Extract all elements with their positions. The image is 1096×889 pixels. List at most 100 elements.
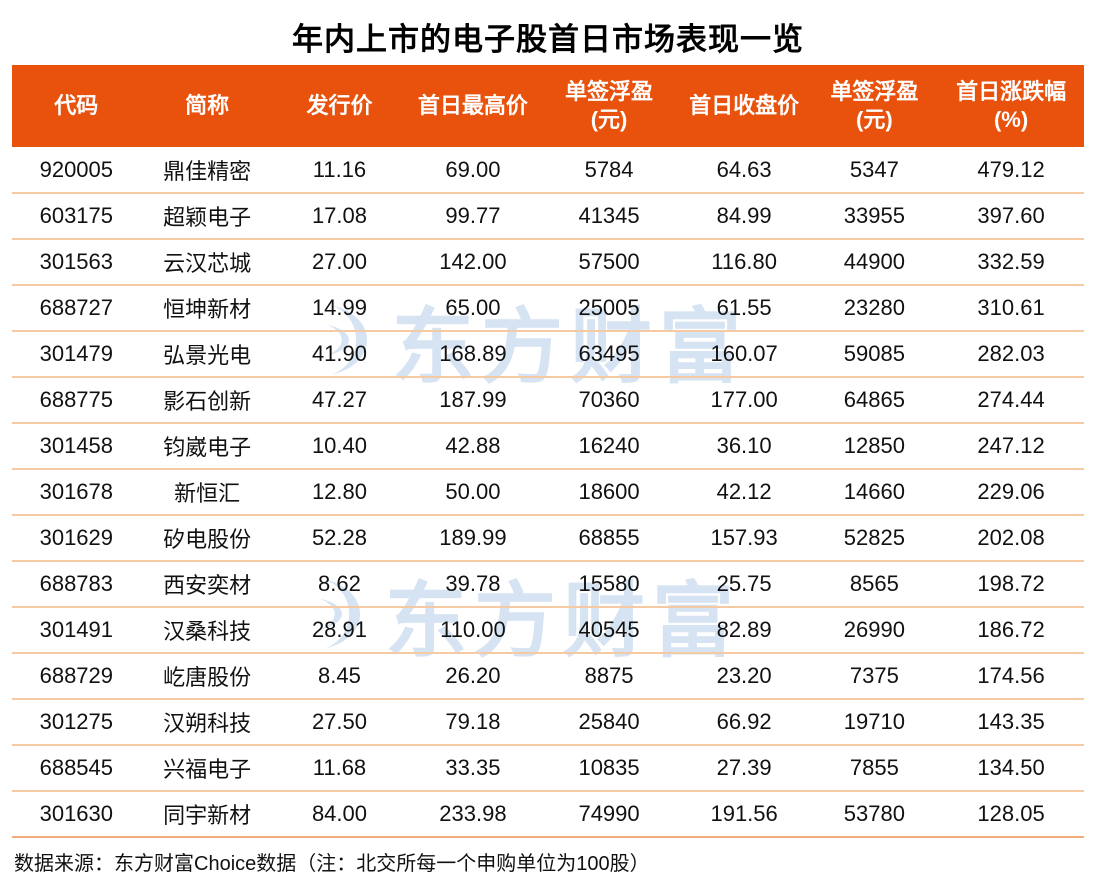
table-cell: 688783 xyxy=(12,561,141,608)
table-cell: 688545 xyxy=(12,745,141,792)
table-body: 920005 鼎佳精密 11.16 69.00 5784 64.63 5347 479.12 6… xyxy=(12,147,1084,838)
table-cell: 84.00 xyxy=(273,791,406,838)
source-note: 数据来源：东方财富Choice数据（注：北交所每一个申购单位为100股） xyxy=(14,853,650,875)
table-cell: 688775 xyxy=(12,377,141,424)
table-cell: 229.06 xyxy=(938,469,1084,516)
table-cell: 157.93 xyxy=(677,515,811,562)
table-cell: 矽电股份 xyxy=(140,515,274,562)
page-title: 年内上市的电子股首日市场表现一览 xyxy=(292,22,804,57)
table-cell: 屹唐股份 xyxy=(140,653,274,700)
table-cell: 8.62 xyxy=(273,561,406,608)
table-cell: 10.40 xyxy=(273,423,406,470)
table-cell: 186.72 xyxy=(938,607,1084,654)
table-cell: 25005 xyxy=(540,285,678,332)
table-cell: 65.00 xyxy=(405,285,541,332)
table-cell: 168.89 xyxy=(405,331,541,378)
table-cell: 47.27 xyxy=(273,377,406,424)
table-cell: 110.00 xyxy=(405,607,541,654)
table-cell: 汉朔科技 xyxy=(140,699,274,746)
table-cell: 15580 xyxy=(540,561,678,608)
table-cell: 301629 xyxy=(12,515,141,562)
table-cell: 26.20 xyxy=(405,653,541,700)
table-cell: 74990 xyxy=(540,791,678,838)
table-cell: 12.80 xyxy=(273,469,406,516)
table-cell: 兴福电子 xyxy=(140,745,274,792)
table-cell: 5784 xyxy=(540,147,678,194)
table-cell: 8875 xyxy=(540,653,678,700)
table-cell: 920005 xyxy=(12,147,141,194)
table-cell: 42.88 xyxy=(405,423,541,470)
table-cell: 36.10 xyxy=(677,423,811,470)
table-cell: 16240 xyxy=(540,423,678,470)
table-row: 301275 汉朔科技 27.50 79.18 25840 66.92 19710 143.3… xyxy=(12,699,1084,746)
table-cell: 26990 xyxy=(810,607,939,654)
table-cell: 301491 xyxy=(12,607,141,654)
table-row: 301491 汉桑科技 28.91 110.00 40545 82.89 26990 186.… xyxy=(12,607,1084,654)
table-cell: 14.99 xyxy=(273,285,406,332)
table-cell: 128.05 xyxy=(938,791,1084,838)
table-cell: 301563 xyxy=(12,239,141,286)
table-cell: 160.07 xyxy=(677,331,811,378)
table-cell: 202.08 xyxy=(938,515,1084,562)
table-cell: 301479 xyxy=(12,331,141,378)
table-cell: 52825 xyxy=(810,515,939,562)
table-cell: 301458 xyxy=(12,423,141,470)
table-cell: 479.12 xyxy=(938,147,1084,194)
table-cell: 99.77 xyxy=(405,193,541,240)
table-row: 301563 云汉芯城 27.00 142.00 57500 116.80 44900 332… xyxy=(12,239,1084,286)
table-cell: 174.56 xyxy=(938,653,1084,700)
table-row: 301629 矽电股份 52.28 189.99 68855 157.93 52825 202… xyxy=(12,515,1084,562)
table-cell: 52.28 xyxy=(273,515,406,562)
table-cell: 27.50 xyxy=(273,699,406,746)
table-cell: 25840 xyxy=(540,699,678,746)
table-cell: 41345 xyxy=(540,193,678,240)
table-cell: 鼎佳精密 xyxy=(140,147,274,194)
column-header: 单签浮盈 (元) xyxy=(810,65,939,147)
table-cell: 397.60 xyxy=(938,193,1084,240)
table-cell: 28.91 xyxy=(273,607,406,654)
table-cell: 116.80 xyxy=(677,239,811,286)
table-cell: 187.99 xyxy=(405,377,541,424)
table-cell: 39.78 xyxy=(405,561,541,608)
stocks-table: 代码 简称 发行价 首日最高价 单签浮盈 (元) 首日收盘价 单签浮盈 (元) 首日涨跌幅 (%) … xyxy=(12,65,1084,838)
table-cell: 68855 xyxy=(540,515,678,562)
table-cell: 332.59 xyxy=(938,239,1084,286)
table-cell: 53780 xyxy=(810,791,939,838)
table-cell: 44900 xyxy=(810,239,939,286)
table-cell: 23.20 xyxy=(677,653,811,700)
table-row: 688783 西安奕材 8.62 39.78 15580 25.75 8565 198.72 xyxy=(12,561,1084,608)
table-cell: 5347 xyxy=(810,147,939,194)
table-row: 920005 鼎佳精密 11.16 69.00 5784 64.63 5347 479.12 xyxy=(12,147,1084,194)
table-cell: 25.75 xyxy=(677,561,811,608)
table-cell: 19710 xyxy=(810,699,939,746)
table-cell: 274.44 xyxy=(938,377,1084,424)
table-cell: 301678 xyxy=(12,469,141,516)
table-cell: 603175 xyxy=(12,193,141,240)
table-cell: 17.08 xyxy=(273,193,406,240)
table-cell: 64865 xyxy=(810,377,939,424)
table-cell: 177.00 xyxy=(677,377,811,424)
column-header: 首日最高价 xyxy=(405,65,541,147)
table-row: 301630 同宇新材 84.00 233.98 74990 191.56 53780 128… xyxy=(12,791,1084,838)
table-cell: 69.00 xyxy=(405,147,541,194)
header-row: 代码 简称 发行价 首日最高价 单签浮盈 (元) 首日收盘价 单签浮盈 (元) 首日涨跌幅 (%) xyxy=(12,65,1084,147)
table-cell: 12850 xyxy=(810,423,939,470)
table-cell: 143.35 xyxy=(938,699,1084,746)
table-cell: 66.92 xyxy=(677,699,811,746)
table-cell: 恒坤新材 xyxy=(140,285,274,332)
column-header: 简称 xyxy=(140,65,274,147)
table-cell: 64.63 xyxy=(677,147,811,194)
table-cell: 134.50 xyxy=(938,745,1084,792)
column-header: 代码 xyxy=(12,65,141,147)
table-cell: 79.18 xyxy=(405,699,541,746)
column-header: 发行价 xyxy=(273,65,406,147)
table-cell: 14660 xyxy=(810,469,939,516)
table-cell: 82.89 xyxy=(677,607,811,654)
table-cell: 云汉芯城 xyxy=(140,239,274,286)
table-cell: 27.39 xyxy=(677,745,811,792)
table-cell: 301630 xyxy=(12,791,141,838)
table-cell: 42.12 xyxy=(677,469,811,516)
table-cell: 同宇新材 xyxy=(140,791,274,838)
table-cell: 新恒汇 xyxy=(140,469,274,516)
table-cell: 汉桑科技 xyxy=(140,607,274,654)
